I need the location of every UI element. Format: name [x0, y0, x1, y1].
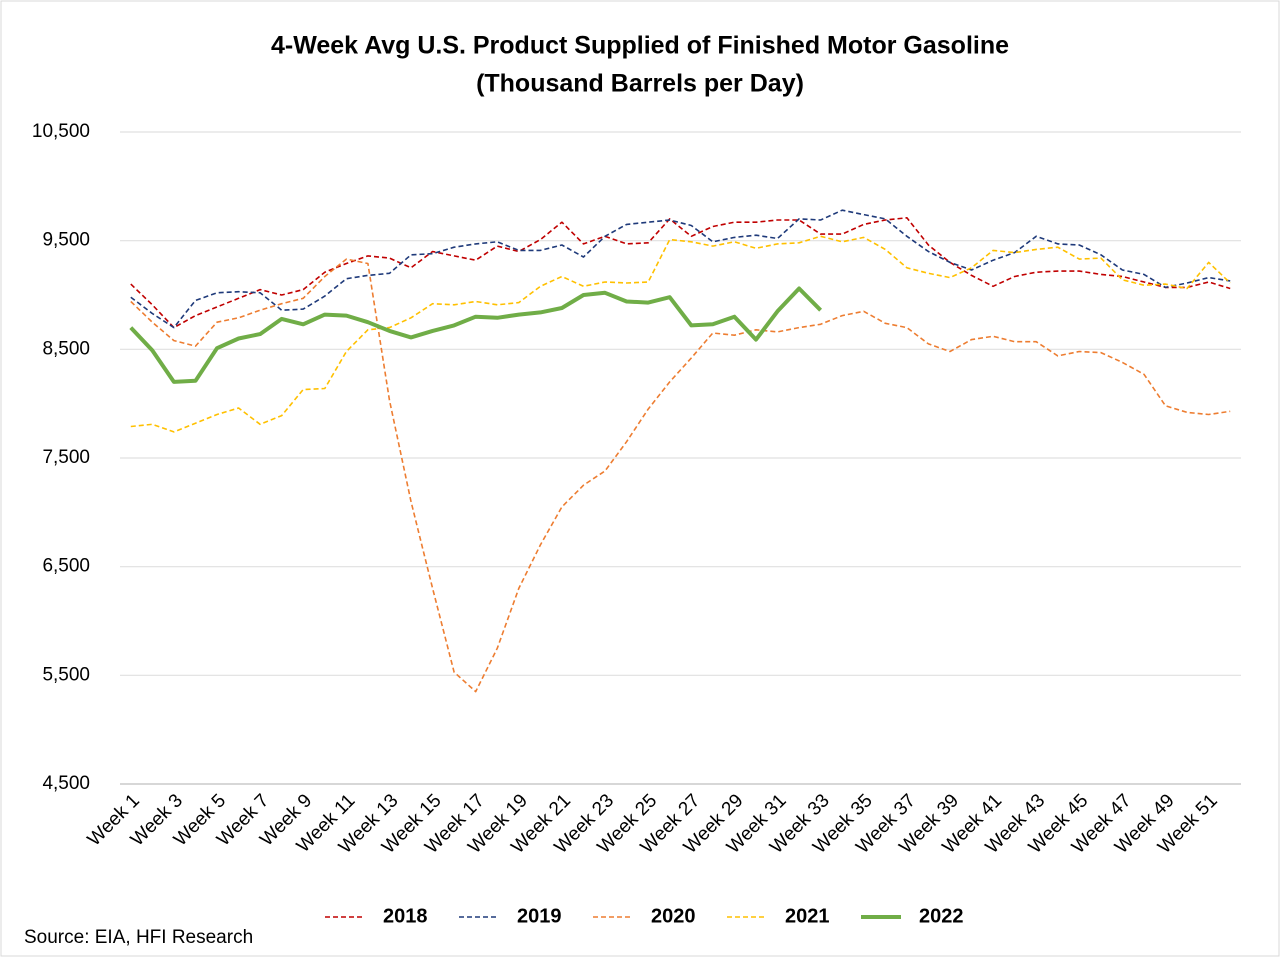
chart-subtitle: (Thousand Barrels per Day) [476, 70, 804, 98]
legend-label: 2019 [517, 905, 562, 927]
y-tick-label: 4,500 [42, 773, 90, 794]
y-tick-label: 8,500 [42, 338, 90, 359]
y-tick-label: 7,500 [42, 447, 90, 468]
series-line [130, 217, 1231, 329]
legend-label: 2022 [919, 905, 964, 927]
y-tick-label: 10,500 [32, 121, 90, 142]
chart-title: 4-Week Avg U.S. Product Supplied of Fini… [271, 32, 1009, 60]
legend-label: 2021 [785, 905, 830, 927]
y-tick-label: 6,500 [42, 556, 90, 577]
y-tick-label: 9,500 [42, 230, 90, 251]
series-line [130, 235, 1231, 433]
source-note: Source: EIA, HFI Research [24, 927, 253, 948]
y-tick-label: 5,500 [42, 664, 90, 685]
series-line [130, 258, 1231, 693]
series-line [129, 286, 823, 384]
legend-label: 2018 [383, 905, 428, 927]
legend-label: 2020 [651, 905, 696, 927]
